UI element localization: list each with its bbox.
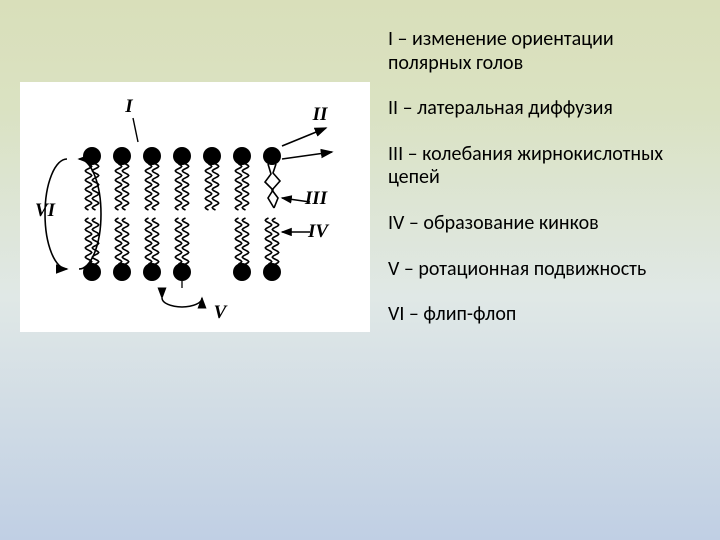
diagram-label: III — [304, 188, 328, 209]
lipid-bilayer-diagram: IIIIIIIVVVI — [20, 82, 370, 332]
legend-item: III – колебания жирнокислотных цепей — [388, 143, 692, 190]
legend-item: I – изменение ориентации полярных голов — [388, 28, 692, 75]
diagram-label: I — [124, 96, 133, 117]
legend-item: V – ротационная подвижность — [388, 258, 692, 282]
diagram-label: IV — [307, 221, 329, 242]
diagram-label: V — [214, 302, 228, 323]
diagram-label: II — [312, 104, 328, 125]
slide: IIIIIIIVVVI I – изменение ориентации пол… — [0, 0, 720, 540]
diagram-column: IIIIIIIVVVI — [20, 20, 370, 349]
diagram-label: VI — [35, 200, 56, 221]
legend-item: VI – флип-флоп — [388, 303, 692, 327]
legend-column: I – изменение ориентации полярных голов I… — [388, 20, 692, 349]
content-row: IIIIIIIVVVI I – изменение ориентации пол… — [0, 0, 720, 369]
legend-item: II – латеральная диффузия — [388, 97, 692, 121]
legend-item: IV – образование кинков — [388, 212, 692, 236]
diagram-frame: IIIIIIIVVVI — [20, 82, 370, 332]
